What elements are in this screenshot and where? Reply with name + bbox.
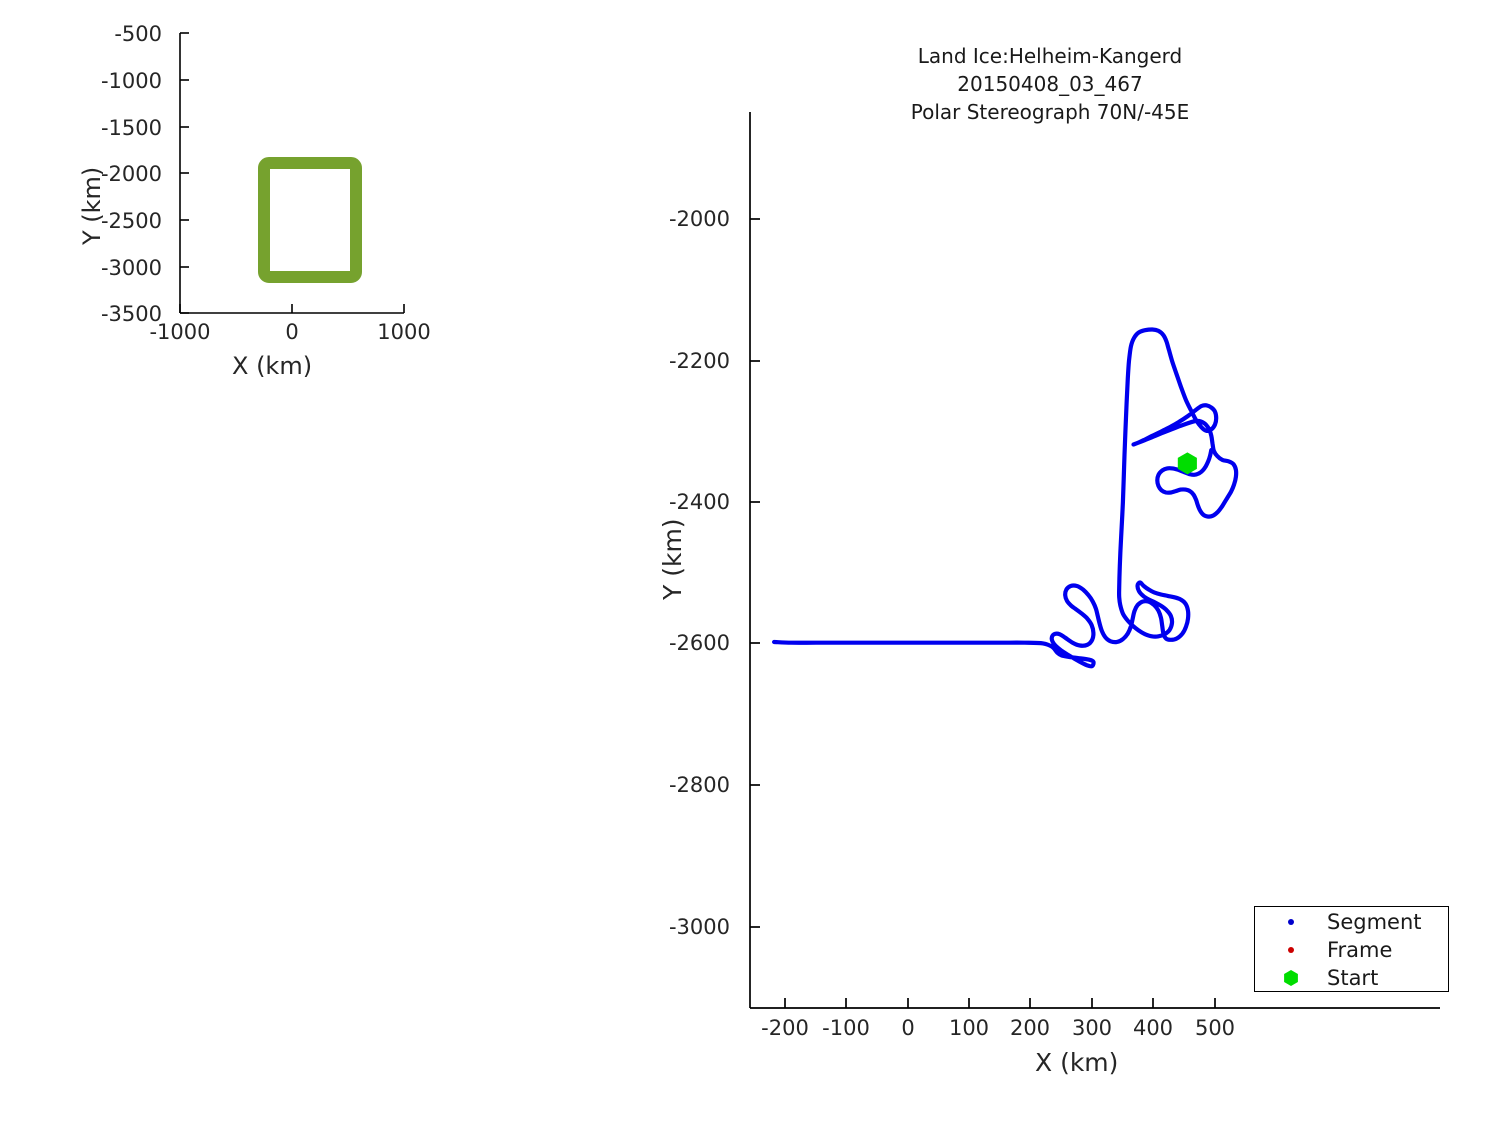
flight-track-group xyxy=(772,327,1239,669)
overview-map-panel: -500 -1000 -1500 -2000 -2500 -3000 -3500… xyxy=(0,0,470,400)
main-xtick-1: -100 xyxy=(822,1016,870,1040)
main-xtick-0: -200 xyxy=(761,1016,809,1040)
overview-x-axis-title: X (km) xyxy=(232,352,313,380)
segment-trajectory-path xyxy=(772,327,1239,669)
legend-label-frame: Frame xyxy=(1327,938,1393,962)
overview-ytick-2: -1500 xyxy=(100,116,162,140)
main-xtick-4: 200 xyxy=(1009,1016,1051,1040)
main-ytick-1: -2200 xyxy=(668,349,730,373)
overview-ytick-4: -2500 xyxy=(100,209,162,233)
main-ytick-5: -3000 xyxy=(668,915,730,939)
start-hexagon-icon xyxy=(1255,968,1327,988)
main-x-axis-title: X (km) xyxy=(1035,1048,1119,1077)
main-y-ticks xyxy=(750,218,760,928)
main-xtick-6: 400 xyxy=(1132,1016,1174,1040)
overview-plot-svg xyxy=(179,32,405,314)
overview-y-axis-title: Y (km) xyxy=(78,166,106,245)
start-hexagon-marker xyxy=(1177,452,1197,475)
legend-label-segment: Segment xyxy=(1327,910,1422,934)
flight-track-panel: Land Ice:Helheim-Kangerd 20150408_03_467… xyxy=(600,0,1500,1125)
overview-xtick-0: -1000 xyxy=(149,320,211,344)
legend-label-start: Start xyxy=(1327,966,1379,990)
main-ytick-0: -2000 xyxy=(668,207,730,231)
main-ytick-3: -2600 xyxy=(668,631,730,655)
segment-dot-icon xyxy=(1255,919,1327,925)
plot-legend: Segment Frame Start xyxy=(1254,906,1449,992)
frame-dot-icon xyxy=(1255,947,1327,953)
overview-ytick-6: -3500 xyxy=(100,302,162,326)
main-xtick-2: 0 xyxy=(901,1016,915,1040)
main-plot-svg xyxy=(749,112,1440,1009)
main-y-axis-title: Y (km) xyxy=(658,518,687,600)
main-xtick-5: 300 xyxy=(1071,1016,1113,1040)
overview-ytick-1: -1000 xyxy=(100,69,162,93)
main-xtick-3: 100 xyxy=(948,1016,990,1040)
overview-ytick-3: -2000 xyxy=(100,162,162,186)
overview-ytick-5: -3000 xyxy=(100,256,162,280)
legend-item-frame: Frame xyxy=(1255,936,1448,964)
overview-y-ticks xyxy=(180,32,189,314)
overview-x-ticks xyxy=(179,304,405,313)
main-ytick-2: -2400 xyxy=(668,490,730,514)
main-xtick-7: 500 xyxy=(1194,1016,1236,1040)
region-bounding-box xyxy=(258,157,362,283)
main-x-ticks xyxy=(784,998,1216,1008)
legend-item-start: Start xyxy=(1255,964,1448,992)
legend-item-segment: Segment xyxy=(1255,908,1448,936)
overview-ytick-0: -500 xyxy=(114,22,162,46)
overview-xtick-1: 0 xyxy=(285,320,299,344)
plot-title: Land Ice:Helheim-Kangerd 20150408_03_467… xyxy=(910,44,1190,124)
start-marker xyxy=(1177,452,1197,475)
overview-xtick-2: 1000 xyxy=(377,320,431,344)
main-ytick-4: -2800 xyxy=(668,773,730,797)
